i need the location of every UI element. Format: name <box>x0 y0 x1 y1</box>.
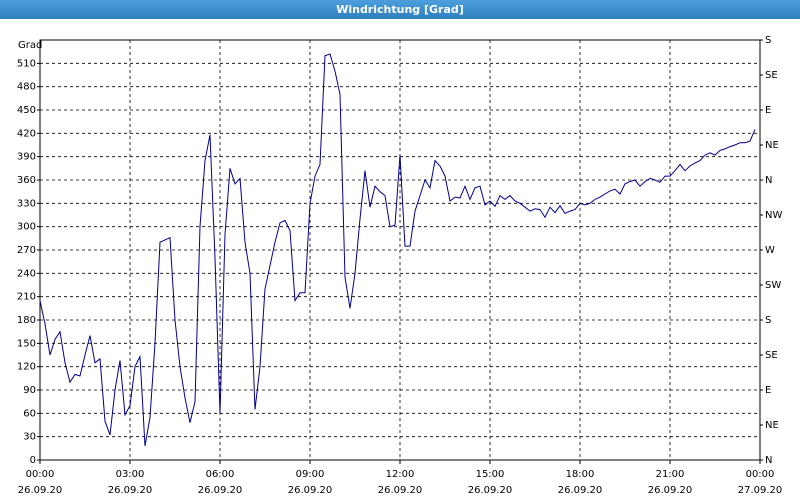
y-tick-label: 120 <box>17 362 36 373</box>
y2-tick-label: NE <box>765 420 779 431</box>
x-tick-label: 26.09.20 <box>18 485 63 496</box>
y-tick-label: 30 <box>23 432 36 443</box>
chart-title: Windrichtung [Grad] <box>336 3 464 16</box>
y2-tick-label: SW <box>765 280 781 291</box>
y2-tick-label: N <box>765 175 772 186</box>
y2-tick-label: W <box>765 245 775 256</box>
x-tick-label: 18:00 <box>566 469 595 480</box>
x-tick-label: 06:00 <box>206 469 235 480</box>
y-tick-label: 240 <box>17 268 36 279</box>
x-tick-label: 00:00 <box>746 469 775 480</box>
y2-tick-label: E <box>765 105 771 116</box>
y2-tick-label: SE <box>765 350 778 361</box>
x-tick-label: 12:00 <box>386 469 415 480</box>
y-tick-label: 90 <box>23 385 36 396</box>
y-tick-label: 300 <box>17 222 36 233</box>
y2-tick-label: NW <box>765 210 782 221</box>
x-tick-label: 15:00 <box>476 469 505 480</box>
data-line <box>39 53 756 447</box>
y-tick-label: 390 <box>17 152 36 163</box>
x-tick-label: 26.09.20 <box>288 485 333 496</box>
y2-tick-label: SE <box>765 70 778 81</box>
y-tick-label: 330 <box>17 198 36 209</box>
x-tick-label: 21:00 <box>656 469 685 480</box>
y2-tick-label: E <box>765 385 771 396</box>
x-tick-label: 26.09.20 <box>378 485 423 496</box>
y-tick-label: 180 <box>17 315 36 326</box>
y-tick-label: 450 <box>17 105 36 116</box>
y-axis-label: Grad <box>18 40 42 51</box>
y-tick-label: 0 <box>30 455 36 466</box>
y-tick-label: 510 <box>17 58 36 69</box>
y-tick-label: 420 <box>17 128 36 139</box>
y-tick-label: 270 <box>17 245 36 256</box>
y2-tick-label: N <box>765 455 772 466</box>
x-tick-label: 26.09.20 <box>108 485 153 496</box>
x-tick-label: 26.09.20 <box>468 485 513 496</box>
x-tick-label: 27.09.20 <box>738 485 783 496</box>
title-bar <box>0 0 800 19</box>
y2-tick-label: S <box>765 315 771 326</box>
y-tick-label: 150 <box>17 338 36 349</box>
y-tick-label: 480 <box>17 82 36 93</box>
x-tick-label: 03:00 <box>116 469 145 480</box>
x-tick-label: 26.09.20 <box>558 485 603 496</box>
y-tick-label: 60 <box>23 408 36 419</box>
x-tick-label: 00:00 <box>26 469 55 480</box>
x-tick-label: 26.09.20 <box>648 485 693 496</box>
y-tick-label: 210 <box>17 292 36 303</box>
x-tick-label: 09:00 <box>296 469 325 480</box>
x-tick-label: 26.09.20 <box>198 485 243 496</box>
plot-border <box>39 39 761 461</box>
y2-tick-label: NE <box>765 140 779 151</box>
y-tick-label: 360 <box>17 175 36 186</box>
y2-tick-label: S <box>765 35 771 46</box>
